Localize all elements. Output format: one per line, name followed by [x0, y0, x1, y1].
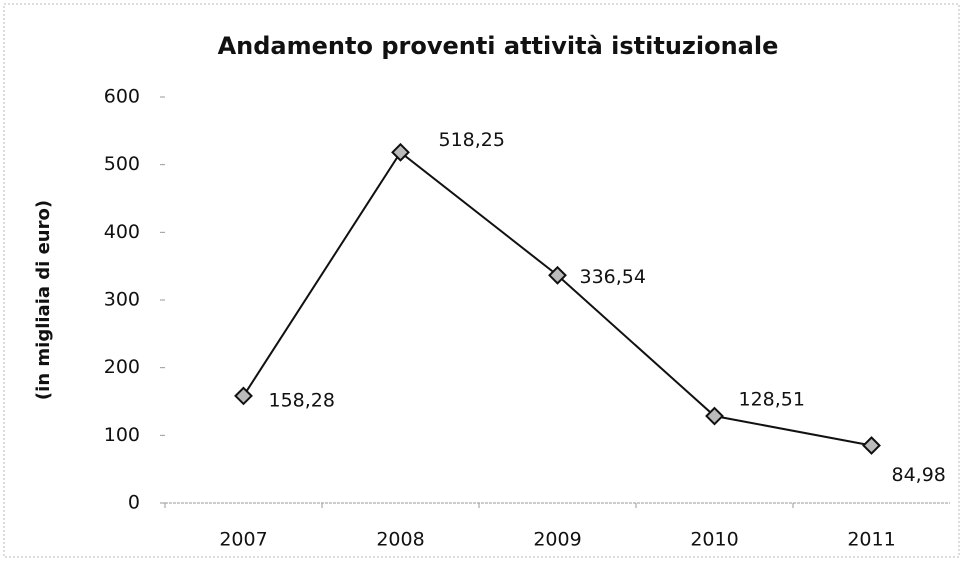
x-tick-label: 2011	[847, 529, 895, 551]
x-tick-label: 2008	[376, 529, 424, 551]
y-tick-label: 300	[104, 289, 140, 311]
marker	[234, 386, 253, 406]
marker	[548, 265, 567, 285]
marker	[705, 406, 724, 426]
data-label: 336,54	[580, 266, 646, 288]
x-tick-label: 2010	[690, 529, 738, 551]
data-label: 128,51	[739, 389, 805, 411]
y-tick-label: 200	[104, 356, 140, 378]
x-tick-label: 2007	[219, 529, 267, 551]
data-label: 158,28	[269, 389, 335, 411]
chart-title: Andamento proventi attività istituzional…	[218, 32, 779, 60]
y-axis-label: (in migliaia di euro)	[33, 200, 54, 400]
y-tick-label: 600	[104, 86, 140, 108]
y-tick-label: 100	[104, 424, 140, 446]
marker	[391, 142, 410, 162]
chart-border	[3, 3, 960, 558]
y-tick-label: 400	[104, 221, 140, 243]
marker	[862, 436, 881, 455]
data-label: 518,25	[439, 129, 505, 151]
x-tick-label: 2009	[533, 529, 581, 551]
data-label: 84,98	[892, 464, 946, 486]
y-tick-label: 0	[128, 492, 140, 514]
y-tick-label: 500	[104, 153, 140, 175]
